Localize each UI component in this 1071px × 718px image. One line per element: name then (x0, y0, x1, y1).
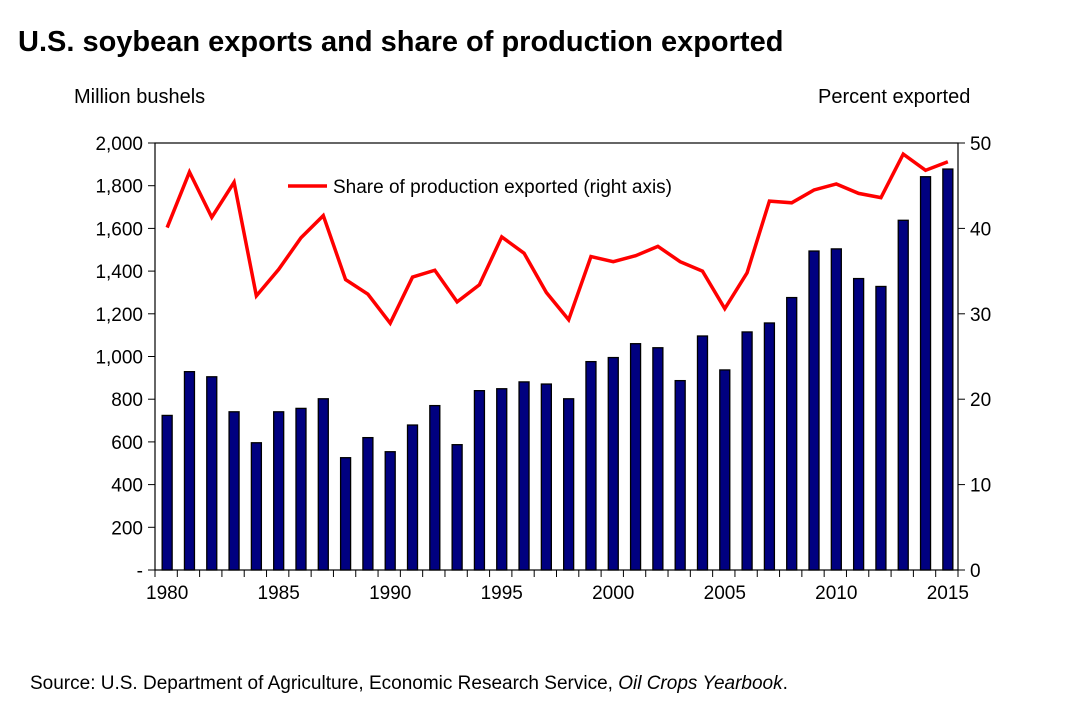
bar-2015 (942, 168, 954, 571)
right-tick-label: 40 (970, 219, 991, 240)
bar-2014 (919, 176, 932, 571)
bar-1982 (206, 376, 218, 571)
bar-1986 (295, 407, 307, 571)
source-text: Source: U.S. Department of Agriculture, … (30, 673, 619, 694)
left-tick-label: 600 (111, 433, 143, 454)
x-tick-label: 1990 (369, 583, 411, 604)
left-tick-label: 800 (111, 390, 143, 411)
left-tick-label: 1,800 (95, 177, 143, 198)
left-tick-label: 400 (111, 476, 143, 497)
bar-1985 (273, 411, 285, 571)
bar-1993 (451, 444, 463, 571)
bar-2010 (830, 248, 842, 571)
share-line (165, 151, 949, 327)
bar-2002 (652, 347, 664, 571)
left-tick-label: 1,400 (95, 262, 143, 283)
left-tick-label: 2,000 (95, 134, 143, 155)
chart-title: U.S. soybean exports and share of produc… (18, 26, 784, 58)
x-tick-label: 2015 (927, 583, 969, 604)
right-tick-label: 50 (970, 134, 991, 155)
bar-1991 (406, 424, 419, 571)
bar-2012 (875, 285, 887, 571)
bar-1984 (250, 442, 263, 571)
source-note: Source: U.S. Department of Agriculture, … (30, 673, 788, 695)
bar-2006 (741, 331, 753, 571)
right-tick-label: 10 (970, 476, 991, 497)
right-axis-label: Percent exported (818, 86, 971, 108)
legend-label: Share of production exported (right axis… (333, 177, 672, 198)
bar-1987 (317, 398, 329, 571)
bar-2008 (786, 296, 798, 571)
x-tick-label: 1980 (146, 583, 188, 604)
bar-1999 (585, 360, 597, 571)
left-tick-label: 1,000 (95, 348, 143, 369)
bar-2007 (763, 322, 776, 571)
bar-1996 (518, 381, 530, 571)
bar-1994 (473, 390, 486, 571)
right-tick-label: 30 (970, 305, 991, 326)
bar-2011 (852, 277, 865, 571)
bar-2005 (719, 369, 731, 571)
left-tick-label: 1,200 (95, 305, 143, 326)
x-tick-label: 1985 (258, 583, 300, 604)
bar-1997 (540, 383, 552, 571)
bar-2013 (897, 219, 909, 571)
bar-1992 (429, 404, 441, 571)
left-tick-label: - (137, 561, 143, 582)
bar-1988 (339, 457, 352, 571)
bar-2004 (696, 335, 709, 571)
bar-1980 (161, 414, 173, 571)
source-end: . (782, 673, 788, 694)
x-tick-label: 2005 (704, 583, 746, 604)
left-axis-label: Million bushels (74, 86, 206, 108)
bar-1995 (496, 388, 508, 571)
x-tick-label: 2010 (815, 583, 857, 604)
x-tick-label: 2000 (592, 583, 634, 604)
bar-2001 (629, 343, 642, 571)
bar-2003 (674, 379, 686, 571)
bar-1981 (183, 371, 196, 571)
right-tick-label: 20 (970, 390, 991, 411)
bar-1998 (563, 398, 575, 571)
source-publication: Oil Crops Yearbook (618, 673, 783, 694)
bar-1990 (384, 451, 396, 571)
left-tick-label: 1,600 (95, 219, 143, 240)
bar-2009 (808, 250, 820, 571)
bar-2000 (607, 356, 619, 571)
bar-1989 (362, 436, 374, 571)
right-tick-label: 0 (970, 561, 981, 582)
left-tick-label: 200 (111, 518, 143, 539)
x-tick-label: 1995 (481, 583, 523, 604)
bar-1983 (228, 411, 240, 571)
